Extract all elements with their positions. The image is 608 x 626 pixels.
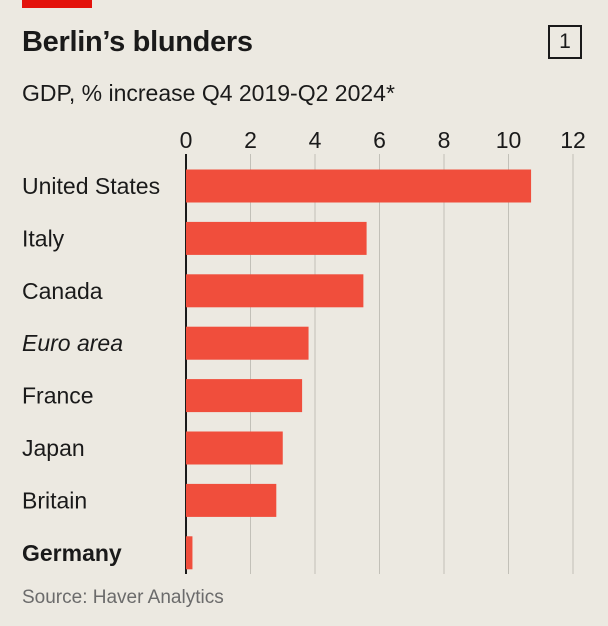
x-tick-label-12: 12	[560, 127, 586, 153]
chart-number-badge: 1	[548, 25, 582, 59]
category-label-france: France	[22, 383, 94, 409]
x-tick-label-8: 8	[438, 127, 451, 153]
brand-tag	[22, 0, 92, 8]
bar-united-states	[186, 169, 532, 203]
bar-euro-area	[186, 326, 309, 360]
x-tick-label-4: 4	[309, 127, 322, 153]
x-tick-label-0: 0	[180, 127, 193, 153]
bar-britain	[186, 483, 277, 517]
x-axis-ticks: 0 2 4 6 8 10 12	[180, 127, 586, 153]
x-tick-label-10: 10	[496, 127, 522, 153]
bar-france	[186, 379, 303, 413]
category-labels: United States Italy Canada Euro area France J…	[22, 173, 160, 566]
chart-title: Berlin’s blunders	[22, 26, 253, 58]
x-tick-label-6: 6	[373, 127, 386, 153]
bar-canada	[186, 274, 364, 308]
bar-japan	[186, 431, 283, 465]
category-label-japan: Japan	[22, 435, 85, 461]
category-label-britain: Britain	[22, 487, 87, 513]
category-label-canada: Canada	[22, 278, 103, 304]
bar-germany	[186, 536, 193, 570]
source-note: Source: Haver Analytics	[22, 587, 224, 608]
category-label-germany: Germany	[22, 540, 122, 566]
bars	[186, 169, 532, 570]
x-tick-label-2: 2	[244, 127, 257, 153]
category-label-italy: Italy	[22, 225, 65, 251]
category-label-united-states: United States	[22, 173, 160, 199]
bar-italy	[186, 221, 367, 255]
category-label-euro-area: Euro area	[22, 330, 123, 356]
chart-subtitle: GDP, % increase Q4 2019-Q2 2024*	[22, 80, 395, 106]
bar-chart: 0 2 4 6 8 10 12 United States Italy Canada Euro a…	[22, 127, 586, 574]
